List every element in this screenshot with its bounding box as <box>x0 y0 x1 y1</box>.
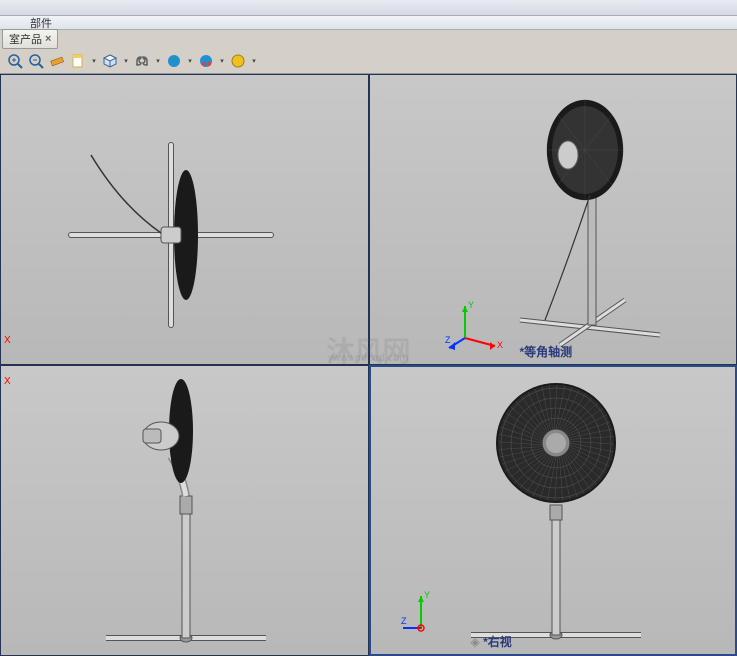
dropdown-icon[interactable]: ▾ <box>122 52 130 70</box>
view-prefix-icon: ◈ <box>471 635 480 649</box>
document-icon[interactable] <box>69 52 87 70</box>
fan-side-view <box>41 366 321 656</box>
fan-top-view <box>21 85 321 345</box>
svg-text:Y: Y <box>424 590 430 600</box>
svg-text:X: X <box>497 340 503 350</box>
viewport-side[interactable]: X <box>0 365 369 656</box>
dropdown-icon[interactable]: ▾ <box>186 52 194 70</box>
viewport-grid: X X <box>0 74 737 656</box>
globe-people-icon[interactable] <box>197 52 215 70</box>
viewport-front[interactable]: Y Z ◈ *右视 <box>369 365 737 656</box>
ribbon-bar <box>0 0 737 16</box>
viewport-isometric[interactable]: X Y Z *等角轴测 <box>369 74 737 365</box>
sub-ribbon: 部件 <box>0 16 737 30</box>
document-tag[interactable]: 室产品 × <box>2 29 58 49</box>
view-toolbar: ▾ ▾ ▾ ▾ ▾ ▾ <box>0 48 737 74</box>
close-icon[interactable]: × <box>45 33 51 45</box>
link-icon[interactable] <box>133 52 151 70</box>
svg-text:Z: Z <box>445 335 451 345</box>
svg-text:Z: Z <box>401 616 407 626</box>
globe-green-icon[interactable] <box>165 52 183 70</box>
zoom-out-icon[interactable] <box>27 52 45 70</box>
zoom-in-icon[interactable] <box>6 52 24 70</box>
tag-row: 室产品 × <box>0 30 737 48</box>
dropdown-icon[interactable]: ▾ <box>218 52 226 70</box>
measure-icon[interactable] <box>48 52 66 70</box>
dropdown-icon[interactable]: ▾ <box>154 52 162 70</box>
viewport-label: ◈ *右视 <box>471 633 512 650</box>
globe-yellow-icon[interactable] <box>229 52 247 70</box>
tag-label: 室产品 <box>9 31 42 47</box>
viewport-top[interactable]: X <box>0 74 369 365</box>
dropdown-icon[interactable]: ▾ <box>90 52 98 70</box>
dropdown-icon[interactable]: ▾ <box>250 52 258 70</box>
axis-triad: Y Z <box>401 588 461 648</box>
viewport-label: *等角轴测 <box>520 343 573 360</box>
cube-icon[interactable] <box>101 52 119 70</box>
axis-x-label: X <box>4 376 11 387</box>
axis-x-label: X <box>4 335 11 346</box>
svg-text:Y: Y <box>468 300 474 310</box>
axis-triad: X Y Z <box>445 298 505 358</box>
